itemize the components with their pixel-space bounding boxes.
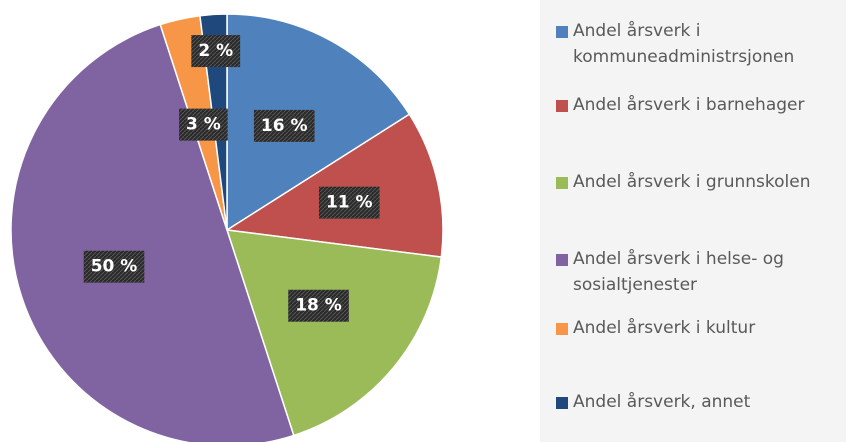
- data-label-text: 50 %: [91, 257, 138, 277]
- legend-item: Andel årsverk i helse- og sosialtjeneste…: [556, 246, 841, 298]
- pie: 16 % 11 % 18 % 50 % 3 % 2 %: [10, 13, 444, 442]
- pie-slice: [10, 23, 295, 442]
- data-label: 50 %: [83, 250, 145, 283]
- data-label-text: 2 %: [198, 41, 233, 61]
- data-label-text: 18 %: [295, 296, 342, 316]
- legend-swatch: [556, 254, 568, 266]
- legend-item: Andel årsverk i kultur: [556, 315, 841, 341]
- data-label: 3 %: [179, 108, 228, 141]
- data-label-box: [288, 289, 349, 322]
- data-label: 11 %: [318, 186, 380, 219]
- legend-swatch: [556, 100, 568, 112]
- legend-swatch: [556, 397, 568, 409]
- data-label: 16 %: [253, 109, 315, 142]
- legend: Andel årsverk i kommuneadministrsjonen An…: [540, 0, 846, 442]
- data-label-text: 16 %: [261, 116, 308, 136]
- data-label-text: 3 %: [186, 115, 221, 135]
- data-label: 2 %: [191, 35, 241, 68]
- data-label-box: [83, 250, 145, 283]
- legend-item: Andel årsverk i grunnskolen: [556, 169, 841, 195]
- pie-slice: [225, 229, 443, 437]
- data-label-box: [253, 109, 315, 142]
- data-label-text: 11 %: [326, 193, 373, 213]
- pie-slice: [226, 13, 411, 232]
- legend-item: Andel årsverk i barnehager: [556, 92, 841, 118]
- legend-label: Andel årsverk i helse- og sosialtjeneste…: [573, 249, 784, 295]
- legend-label: Andel årsverk, annet: [573, 392, 751, 412]
- legend-swatch: [556, 177, 568, 189]
- legend-item: Andel årsverk, annet: [556, 389, 841, 415]
- legend-item: Andel årsverk i kommuneadministrsjonen: [556, 18, 841, 70]
- data-label-box: [191, 35, 241, 68]
- legend-label: Andel årsverk i kommuneadministrsjonen: [573, 21, 795, 67]
- legend-label: Andel årsverk i kultur: [573, 318, 756, 338]
- legend-label: Andel årsverk i grunnskolen: [573, 172, 811, 192]
- legend-swatch: [556, 323, 568, 335]
- legend-label: Andel årsverk i barnehager: [573, 95, 805, 115]
- data-label-box: [179, 108, 228, 141]
- data-label: 18 %: [288, 289, 349, 322]
- legend-swatch: [556, 26, 568, 38]
- pie-slice: [224, 113, 444, 258]
- data-label-box: [318, 186, 380, 219]
